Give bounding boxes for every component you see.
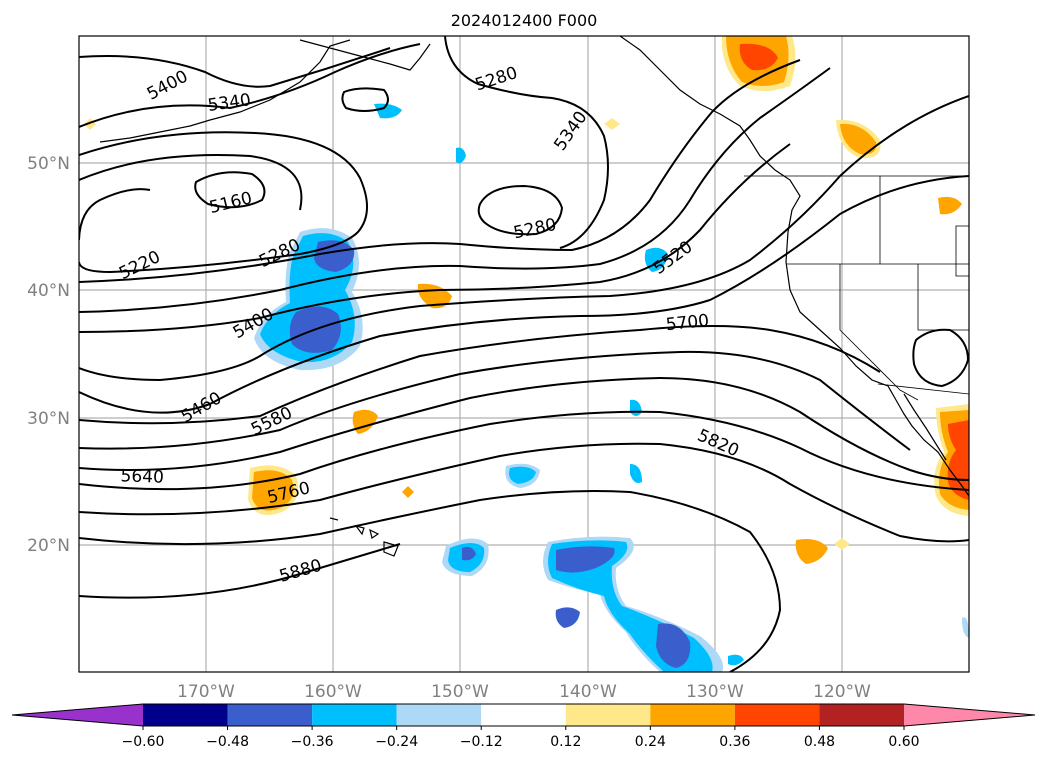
- negative-patch-small-4: [456, 147, 466, 164]
- positive-patch-west: [252, 470, 294, 511]
- state-border: [839, 264, 919, 401]
- map-title: 2024012400 F000: [451, 11, 598, 30]
- lat-tick-label: 40°N: [27, 281, 70, 301]
- contour-line: [79, 490, 782, 672]
- state-border: [955, 225, 969, 277]
- lat-tick-label: 20°N: [27, 536, 70, 556]
- negative-patch-central-inner: [509, 466, 536, 484]
- contour-line: [79, 47, 391, 88]
- positive-patch-small-3: [795, 539, 828, 564]
- contour-line: [79, 154, 303, 211]
- colorbar-segment: [396, 704, 482, 726]
- lat-tick-label: 50°N: [27, 154, 70, 174]
- colorbar-tick-label: 0.48: [804, 734, 835, 750]
- colorbar-segment: [143, 704, 228, 726]
- contour-line: [79, 543, 401, 599]
- contour-line: [79, 131, 368, 274]
- colorbar-segment: [819, 704, 904, 726]
- positive-patch-coast: [840, 123, 877, 155]
- colorbar-tick-label: 0.36: [719, 734, 750, 750]
- colorbar-tick-label: 0.12: [550, 734, 581, 750]
- map-background: [79, 36, 969, 672]
- lon-tick-label: 120°W: [813, 682, 871, 702]
- colorbar-extend-max: [904, 704, 1035, 726]
- height-contours: [79, 36, 969, 672]
- north-america-coast: [619, 36, 969, 497]
- negative-patch-small-6: [630, 464, 642, 483]
- contour-line: [194, 171, 266, 209]
- colorbar-tick-label: −0.36: [291, 734, 334, 750]
- positive-patch-small-8: [402, 486, 414, 498]
- hawaii-island: [383, 541, 399, 557]
- contour-label: 5640: [120, 466, 164, 487]
- coastlines: [99, 36, 969, 557]
- colorbar-segment: [565, 704, 651, 726]
- aleutian-coast: [99, 39, 351, 143]
- map-frame: [78, 35, 970, 673]
- contour-line: [79, 59, 801, 283]
- lon-tick-label: 130°W: [686, 682, 744, 702]
- contour-line: [79, 410, 969, 491]
- latitude-ticks: 50°N 40°N 30°N 20°N: [27, 154, 70, 556]
- colorbar-segment: [481, 704, 566, 726]
- negative-core-south-2: [656, 623, 691, 668]
- lon-tick-label: 160°W: [304, 682, 362, 702]
- contour-line: [79, 43, 421, 128]
- us-mexico-border: [877, 383, 969, 395]
- lon-tick-label: 150°W: [431, 682, 489, 702]
- contour-line: [477, 184, 564, 236]
- contour-line: [79, 325, 881, 425]
- negative-core-hawaii-east: [462, 546, 476, 561]
- lon-tick-label: 170°W: [177, 682, 235, 702]
- positive-patch-small-5: [834, 538, 850, 550]
- contour-line: [444, 36, 609, 249]
- positive-patch-small-6: [604, 118, 620, 130]
- colorbar: −0.60 −0.48 −0.36 −0.24 −0.12 0.12 0.24 0.36 0.4…: [11, 703, 1036, 750]
- contour-line: [79, 442, 969, 543]
- negative-patch-small-1: [555, 607, 580, 628]
- colorbar-segment: [227, 704, 313, 726]
- contour-line: [79, 143, 791, 333]
- alaska-coast: [299, 39, 431, 71]
- positive-patch-small-4: [938, 196, 962, 215]
- contour-line: [79, 95, 969, 382]
- positive-core-north: [739, 43, 778, 71]
- colorbar-tick-label: −0.48: [206, 734, 249, 750]
- contour-label: 5700: [665, 311, 710, 335]
- longitude-ticks: 170°W 160°W 150°W 140°W 130°W 120°W: [177, 682, 871, 702]
- contour-line: [341, 87, 389, 112]
- hawaii-islands: [329, 517, 380, 539]
- contour-line: [79, 175, 969, 414]
- state-border: [917, 264, 969, 331]
- negative-core-south-1: [556, 546, 615, 573]
- negative-patch-small-7: [728, 654, 744, 666]
- lat-tick-label: 30°N: [27, 409, 70, 429]
- colorbar-extend-min: [12, 704, 143, 726]
- contour-line: [79, 67, 831, 313]
- baja-coast: [903, 393, 947, 461]
- contour-line: [79, 376, 969, 481]
- contour-line: [79, 188, 151, 241]
- colorbar-tick-label: −0.24: [375, 734, 418, 750]
- colorbar-segment: [312, 704, 397, 726]
- lon-tick-label: 140°W: [559, 682, 617, 702]
- colorbar-tick-label: −0.60: [122, 734, 165, 750]
- colorbar-tick-label: −0.12: [460, 734, 503, 750]
- colorbar-tick-label: 0.24: [635, 734, 666, 750]
- negative-patch-small-8: [962, 617, 969, 638]
- colorbar-tick-label: 0.60: [888, 734, 919, 750]
- contour-line: [79, 350, 911, 451]
- negative-patch-small-3: [374, 103, 402, 119]
- colorbar-segment: [650, 704, 735, 726]
- colorbar-segment: [734, 704, 820, 726]
